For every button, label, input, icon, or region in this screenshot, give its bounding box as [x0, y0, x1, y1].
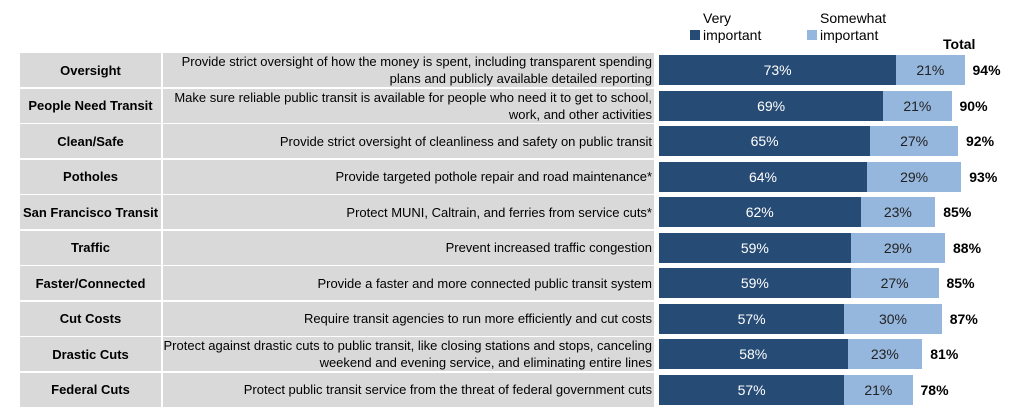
chart-row: San Francisco Transit Protect MUNI, Caltr… [20, 195, 1024, 229]
legend-label: Somewhat important [820, 10, 887, 43]
total-value: 90% [959, 97, 988, 114]
bar-very-important: 62% [659, 197, 861, 227]
bar-very-important: 69% [659, 90, 884, 121]
row-description: Provide targeted pothole repair and road… [163, 159, 654, 194]
total-value: 93% [969, 168, 998, 185]
chart-row: Federal Cuts Protect public transit servi… [20, 372, 1024, 407]
bar-very-important: 73% [659, 55, 897, 85]
legend-somewhat-important: Somewhat important [807, 10, 900, 44]
row-label: People Need Transit [20, 88, 161, 123]
chart-row: Clean/Safe Provide strict oversight of cl… [20, 124, 1024, 158]
total-value: 81% [930, 346, 959, 362]
bar-very-important: 64% [659, 161, 867, 192]
row-label: Cut Costs [20, 301, 161, 336]
bar-very-important: 57% [659, 303, 845, 334]
bar-very-important: 57% [659, 374, 845, 405]
bar-somewhat-important: 21% [883, 90, 952, 121]
row-label: Drastic Cuts [20, 337, 161, 371]
total-value: 87% [949, 310, 978, 327]
row-description: Prevent increased traffic congestion [163, 230, 654, 265]
row-description: Provide a faster and more connected publ… [163, 266, 654, 300]
legend-very-important: Very important [690, 10, 773, 44]
row-label: Clean/Safe [20, 124, 161, 158]
total-value: 85% [943, 204, 972, 220]
legend-label: Very important [703, 10, 762, 43]
bar-somewhat-important: 27% [870, 126, 958, 156]
legend-swatch-somewhat [807, 30, 817, 40]
row-description: Require transit agencies to run more eff… [163, 301, 654, 336]
row-description: Provide strict oversight of how the mone… [163, 53, 654, 87]
total-header: Total [943, 36, 976, 52]
row-label: Potholes [20, 159, 161, 194]
row-description: Protect against drastic cuts to public t… [163, 337, 654, 371]
bar-somewhat-important: 21% [896, 55, 965, 85]
bar-somewhat-important: 30% [844, 303, 942, 334]
row-description: Protect MUNI, Caltrain, and ferries from… [163, 195, 654, 229]
bar-somewhat-important: 29% [850, 232, 945, 263]
row-description: Protect public transit service from the … [163, 372, 654, 407]
bar-very-important: 59% [659, 268, 851, 298]
chart-row: Oversight Provide strict oversight of how… [20, 53, 1024, 87]
total-value: 78% [920, 381, 949, 398]
total-value: 92% [966, 133, 995, 149]
bar-somewhat-important: 23% [860, 197, 936, 227]
chart-row: Drastic Cuts Protect against drastic cuts… [20, 337, 1024, 371]
row-description: Make sure reliable public transit is ava… [163, 88, 654, 123]
row-label: Traffic [20, 230, 161, 265]
total-value: 85% [946, 275, 975, 291]
bar-very-important: 59% [659, 232, 851, 263]
chart-row: Potholes Provide targeted pothole repair … [20, 159, 1024, 194]
bar-very-important: 58% [659, 339, 848, 369]
chart-row: Cut Costs Require transit agencies to run… [20, 301, 1024, 336]
total-value: 88% [953, 239, 982, 256]
chart-row: Traffic Prevent increased traffic congest… [20, 230, 1024, 265]
bar-very-important: 65% [659, 126, 871, 156]
chart-row: People Need Transit Make sure reliable pu… [20, 88, 1024, 123]
row-label: Federal Cuts [20, 372, 161, 407]
chart-row: Faster/Connected Provide a faster and mor… [20, 266, 1024, 300]
row-label: San Francisco Transit [20, 195, 161, 229]
legend-swatch-very [690, 30, 700, 40]
row-label: Faster/Connected [20, 266, 161, 300]
total-value: 94% [972, 62, 1001, 78]
bar-somewhat-important: 23% [847, 339, 923, 369]
row-description: Provide strict oversight of cleanliness … [163, 124, 654, 158]
bar-somewhat-important: 27% [850, 268, 939, 298]
bar-somewhat-important: 29% [867, 161, 962, 192]
bar-somewhat-important: 21% [844, 374, 913, 405]
row-label: Oversight [20, 53, 161, 87]
